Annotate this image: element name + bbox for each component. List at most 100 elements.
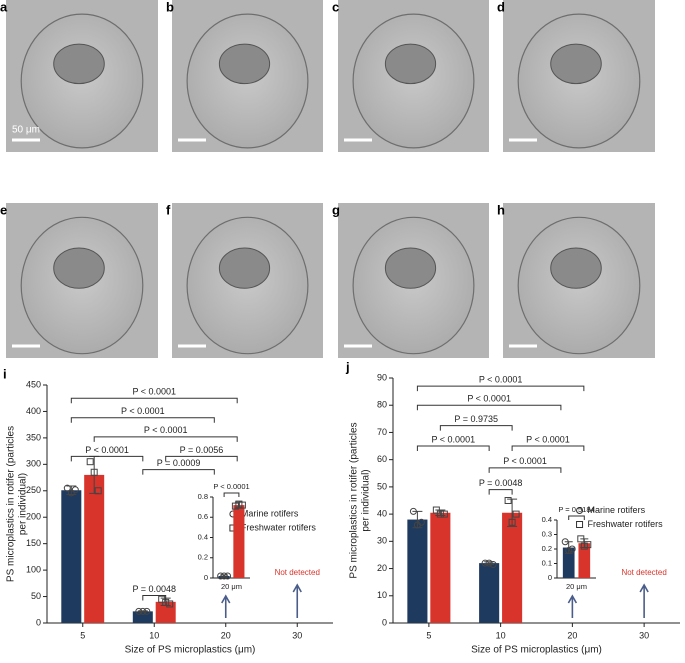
data-point: [584, 541, 592, 549]
y-tick-label: 150: [26, 538, 41, 548]
y-axis-title: PS microplastics in rotifer (particles: [6, 426, 17, 582]
inset-y-tick-label: 0.4: [542, 515, 552, 524]
annotation: Not detected: [621, 568, 666, 577]
data-point: [63, 484, 71, 492]
rotifer-organ: [53, 43, 105, 85]
significance-label: P < 0.0001: [503, 456, 547, 466]
significance-label: P = 0.9735: [454, 414, 498, 424]
significance-bracket: [416, 445, 490, 452]
significance-bracket: [416, 385, 585, 392]
inset-y-tick-label: 0.3: [542, 529, 552, 538]
x-axis-title: Size of PS microplastics (μm): [471, 645, 602, 656]
inset-significance-label: P = 0.5184: [558, 505, 594, 514]
data-point: [417, 518, 425, 526]
y-axis-title: per individual): [361, 469, 372, 531]
y-tick-label: 100: [26, 564, 41, 574]
y-axis-title: PS microplastics in rotifer (particles: [349, 422, 360, 578]
data-point: [135, 607, 143, 615]
y-tick-label: 70: [377, 427, 387, 437]
data-point: [485, 559, 493, 567]
inset-y-tick-label: 0.6: [198, 512, 208, 521]
inset-x-label: 20 μm: [221, 582, 242, 591]
panel-label: g: [332, 202, 340, 217]
y-tick-label: 350: [26, 432, 41, 442]
rotifer-organ: [218, 247, 271, 289]
x-tick-label: 5: [80, 630, 85, 640]
bar: [479, 563, 500, 623]
bar: [407, 519, 428, 623]
bar: [132, 611, 153, 623]
y-tick-label: 30: [377, 536, 387, 546]
significance-bracket: [439, 425, 513, 431]
significance-label: P = 0.0009: [157, 458, 201, 468]
significance-label: P < 0.0001: [479, 375, 523, 385]
inset-arrow: [221, 594, 231, 618]
data-point: [508, 518, 516, 526]
data-point: [139, 607, 147, 615]
inset-y-tick-label: 0.1: [542, 558, 552, 567]
inset-y-tick-label: 0.2: [198, 553, 208, 562]
micrograph: a 50 μm: [0, 0, 158, 152]
data-point: [409, 507, 417, 515]
bar: [502, 512, 523, 623]
significance-label: P < 0.0001: [132, 387, 176, 397]
annotation: Not detected: [275, 568, 320, 577]
data-point: [71, 486, 79, 494]
x-tick-label: 30: [292, 630, 302, 640]
micrograph: g: [332, 202, 489, 358]
y-tick-label: 400: [26, 406, 41, 416]
y-tick-label: 20: [377, 563, 387, 573]
data-point: [220, 572, 228, 580]
significance-label: P < 0.0001: [144, 425, 188, 435]
data-point: [86, 458, 94, 466]
panel-label: j: [345, 359, 350, 374]
micrograph: h: [497, 202, 655, 358]
x-tick-label: 10: [496, 630, 506, 640]
data-point: [576, 521, 584, 528]
significance-bracket: [70, 417, 215, 423]
significance-label: P < 0.0001: [467, 394, 511, 404]
y-tick-label: 90: [377, 372, 387, 382]
panel-label: e: [0, 202, 7, 217]
data-point: [238, 501, 246, 509]
inset-bracket: [223, 492, 240, 497]
inset-y-tick-label: 0: [204, 573, 208, 582]
micrograph-grid: a 50 μm b c d e f g h: [0, 0, 655, 358]
x-tick-label: 10: [149, 630, 159, 640]
bar: [61, 490, 82, 623]
data-point: [577, 535, 585, 543]
y-tick-label: 10: [377, 590, 387, 600]
y-tick-label: 250: [26, 485, 41, 495]
rotifer-organ: [53, 247, 105, 289]
data-point: [224, 572, 232, 580]
significance-bracket: [488, 489, 513, 495]
significance-bracket: [416, 404, 562, 411]
significance-label: P < 0.0001: [431, 434, 475, 444]
scale-bar-label: 50 μm: [12, 125, 40, 136]
micrograph: d: [497, 0, 655, 152]
inset-y-tick-label: 0.4: [198, 532, 208, 541]
micrograph: c: [332, 0, 489, 152]
data-point: [143, 607, 151, 615]
micrograph: e: [0, 202, 158, 358]
inset-y-tick-label: 0.2: [542, 544, 552, 553]
data-point: [568, 545, 576, 553]
data-point: [436, 510, 444, 518]
micrograph: b: [166, 0, 323, 152]
data-point: [481, 559, 489, 567]
panel-label: h: [497, 202, 505, 217]
significance-bracket: [511, 445, 585, 452]
inset-y-tick-label: 0.8: [198, 492, 208, 501]
error-bar: [507, 498, 518, 527]
significance-bracket: [165, 455, 238, 462]
y-tick-label: 300: [26, 459, 41, 469]
panel-label: a: [0, 0, 8, 14]
inset-arrow: [567, 594, 578, 618]
data-point: [432, 506, 440, 514]
significance-bracket: [70, 397, 238, 404]
legend-label: Marine rotifers: [241, 508, 299, 518]
panel-label: b: [166, 0, 174, 14]
inset-significance-label: P < 0.0001: [213, 482, 249, 491]
